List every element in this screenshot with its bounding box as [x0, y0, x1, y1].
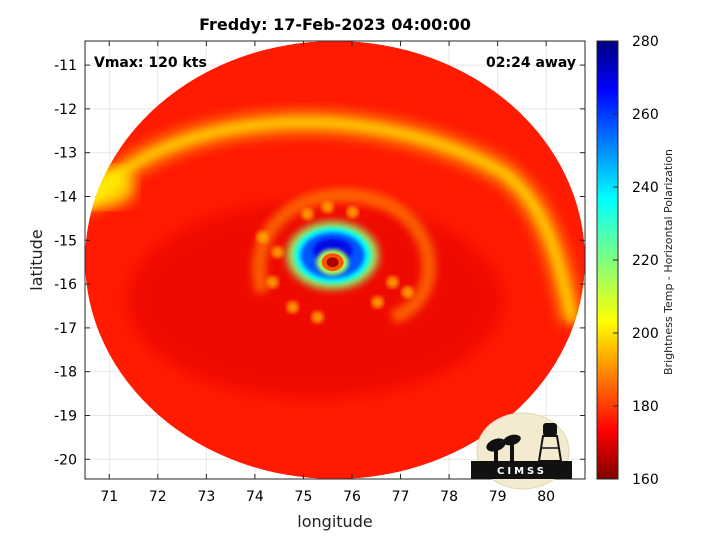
x-tick-label: 75	[295, 489, 313, 505]
colorbar-tick-label: 240	[632, 180, 659, 196]
colorbar-tick-label: 200	[632, 326, 659, 342]
y-tick-label: -18	[54, 365, 77, 381]
colorbar-tick-label: 160	[632, 472, 659, 488]
colorbar-tick-label: 180	[632, 399, 659, 415]
cimss-logo: CIMSS	[471, 412, 572, 490]
y-tick-label: -16	[54, 277, 77, 293]
y-tick-label: -19	[54, 408, 77, 424]
x-tick-label: 77	[392, 489, 410, 505]
y-tick-label: -13	[54, 146, 77, 162]
y-tick-label: -17	[54, 321, 77, 337]
colorbar-tick-label: 280	[632, 34, 659, 50]
y-tick-label: -20	[54, 452, 77, 468]
plot-frame	[84, 40, 586, 480]
colorbar-label: Brightness Temp - Horizontal Polarizatio…	[662, 149, 675, 375]
y-axis-label: latitude	[27, 229, 46, 290]
colorbar-ticks: 160 180 200 220 240 260 280	[613, 34, 659, 488]
x-tick-label: 74	[246, 489, 264, 505]
y-tick-label: -11	[54, 58, 77, 74]
brightness-temp-heatmap	[85, 41, 585, 479]
y-tick-label: -12	[54, 102, 77, 118]
chart-title: Freddy: 17-Feb-2023 04:00:00	[199, 15, 471, 34]
x-tick-label: 80	[537, 489, 555, 505]
x-tick-label: 76	[343, 489, 361, 505]
x-tick-label: 73	[197, 489, 215, 505]
y-tick-label: -14	[54, 189, 77, 205]
axes: 71 72 73 74 75 76 77 78 79 80 -11 -12 -13 -14 -15 -16 -1…	[54, 41, 585, 505]
colorbar-tick-label: 260	[632, 107, 659, 123]
x-tick-label: 79	[489, 489, 507, 505]
y-tick-label: -15	[54, 233, 77, 249]
colorbar-tick-label: 220	[632, 253, 659, 269]
x-tick-label: 78	[440, 489, 458, 505]
x-tick-label: 72	[149, 489, 167, 505]
x-tick-label: 71	[100, 489, 118, 505]
x-axis-label: longitude	[297, 512, 372, 531]
vmax-annotation: Vmax: 120 kts	[94, 55, 207, 71]
logo-text: CIMSS	[497, 466, 547, 477]
time-offset-annotation: 02:24 away	[486, 55, 576, 71]
